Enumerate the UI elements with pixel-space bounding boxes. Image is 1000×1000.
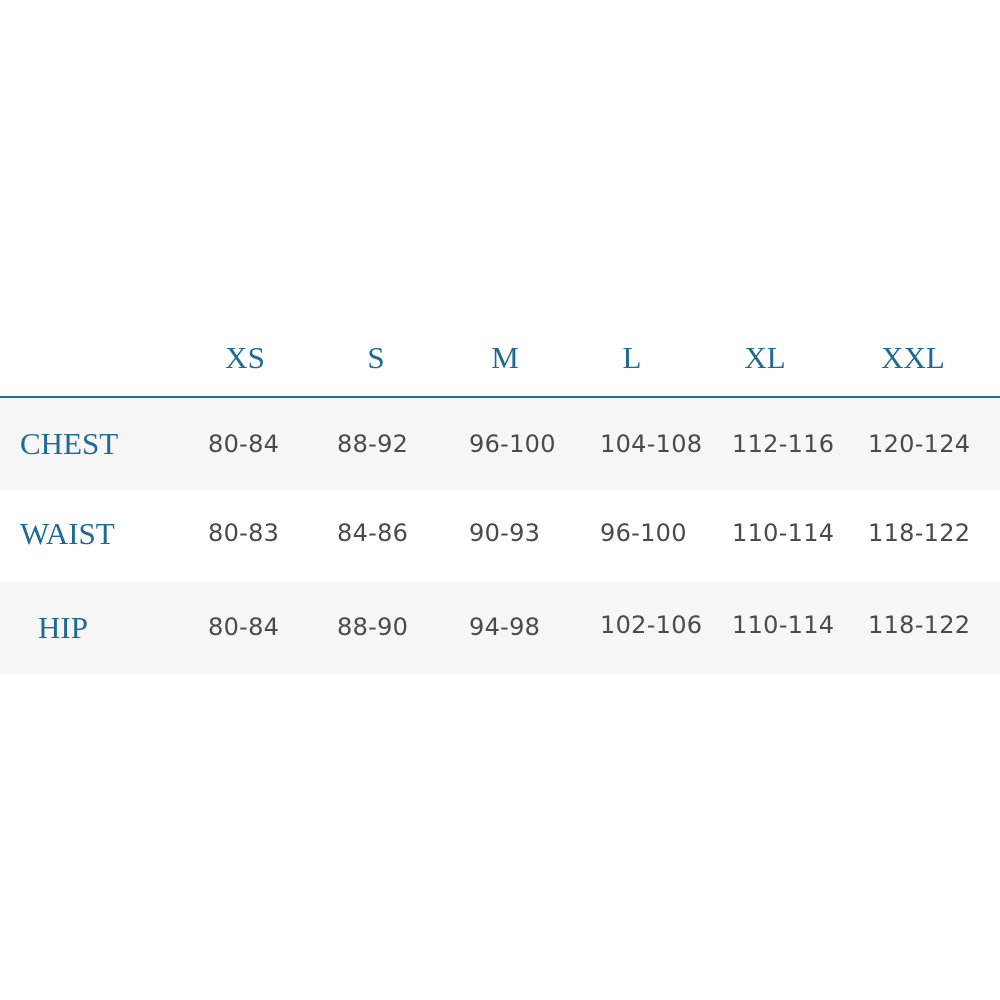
header-divider [0, 396, 1000, 398]
size-header-s: S [367, 340, 385, 375]
table-cell: 112-116 [732, 430, 835, 458]
table-row-hip: HIP 80-84 88-90 94-98 102-106 110-114 11… [0, 582, 1000, 674]
size-header-xs: XS [225, 340, 265, 375]
row-label: CHEST [20, 426, 119, 461]
table-cell: 96-100 [469, 430, 556, 458]
table-cell: 80-83 [208, 519, 280, 547]
table-cell: 84-86 [337, 519, 409, 547]
size-header-xl: XL [744, 340, 786, 375]
size-header-m: M [491, 340, 519, 375]
table-row-chest: CHEST 80-84 88-92 96-100 104-108 112-116… [0, 398, 1000, 490]
table-cell: 94-98 [469, 613, 541, 641]
table-cell: 118-122 [868, 519, 971, 547]
table-cell: 104-108 [600, 430, 703, 458]
table-cell: 110-114 [732, 611, 835, 639]
table-cell: 110-114 [732, 519, 835, 547]
size-header-l: L [622, 340, 642, 375]
size-header-xxl: XXL [881, 340, 945, 375]
table-cell: 88-90 [337, 613, 409, 641]
table-cell: 80-84 [208, 613, 280, 641]
table-cell: 80-84 [208, 430, 280, 458]
table-cell: 120-124 [868, 430, 971, 458]
row-label: HIP [38, 610, 88, 645]
table-cell: 96-100 [600, 519, 687, 547]
table-cell: 88-92 [337, 430, 409, 458]
row-label: WAIST [20, 516, 115, 551]
table-cell: 90-93 [469, 519, 541, 547]
table-cell: 118-122 [868, 611, 971, 639]
table-row-waist: WAIST 80-83 84-86 90-93 96-100 110-114 1… [0, 490, 1000, 582]
table-cell: 102-106 [600, 611, 703, 639]
